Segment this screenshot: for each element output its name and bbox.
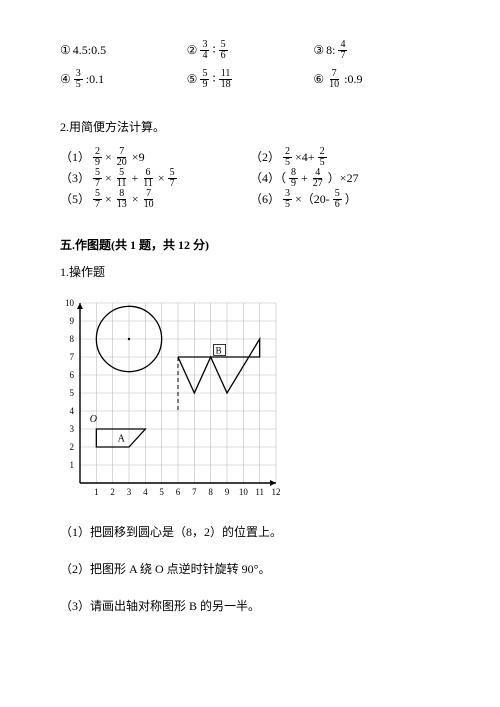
grid-svg: 12345678910111212345678910AOB [60, 299, 280, 499]
fraction: 7 10 [327, 69, 341, 90]
section2-title: 2.用简便方法计算。 [60, 118, 440, 137]
expr-text: 8: [326, 41, 335, 60]
problem-3: （3） 57 × 511 + 611 × 57 [60, 168, 250, 189]
fraction: 5 9 [200, 69, 209, 90]
grid-figure: 12345678910111212345678910AOB [60, 299, 440, 505]
problem-1: （1） 29 × 720 ×9 [60, 147, 250, 168]
svg-text:11: 11 [255, 487, 264, 497]
problem-row: （3） 57 × 511 + 611 × 57 （4）（ 89 + 427 ）×… [60, 168, 440, 189]
sub-question-2: （2）把图形 A 绕 O 点逆时针旋转 90°。 [60, 560, 440, 579]
svg-text:9: 9 [70, 316, 75, 326]
sub-question-1: （1）把圆移到圆心是（8，2）的位置上。 [60, 523, 440, 542]
ratio-row-2: ④ 3 5 :0.1 ⑤ 5 9 ∶ 11 18 ⑥ 7 10 [60, 69, 440, 90]
svg-text:4: 4 [143, 487, 148, 497]
svg-text:6: 6 [176, 487, 181, 497]
item-number: ③ [313, 41, 324, 60]
svg-text:O: O [90, 413, 97, 424]
svg-text:7: 7 [192, 487, 197, 497]
svg-text:6: 6 [70, 370, 75, 380]
item-number: ④ [60, 70, 71, 89]
svg-text:B: B [216, 345, 222, 355]
svg-text:1: 1 [70, 460, 75, 470]
svg-text:10: 10 [239, 487, 249, 497]
colon: ∶ [212, 41, 215, 60]
ratio-item-5: ⑤ 5 9 ∶ 11 18 [187, 69, 314, 90]
svg-text:2: 2 [70, 442, 75, 452]
svg-text:A: A [118, 433, 126, 444]
svg-text:2: 2 [110, 487, 115, 497]
expr-text: :0.9 [344, 70, 362, 89]
page: ① 4.5:0.5 ② 3 4 ∶ 5 6 ③ 8: 4 7 ④ [0, 0, 500, 654]
ratio-item-6: ⑥ 7 10 :0.9 [313, 69, 440, 90]
ratio-item-3: ③ 8: 4 7 [313, 40, 440, 61]
svg-text:1: 1 [94, 487, 99, 497]
problem-2: （2） 25 ×4+ 25 [250, 147, 440, 168]
item-number: ① [60, 41, 71, 60]
item-number: ⑥ [313, 70, 324, 89]
item-number: ⑤ [187, 70, 198, 89]
section5-q1: 1.操作题 [60, 263, 440, 282]
svg-text:12: 12 [272, 487, 281, 497]
colon: ∶ [212, 70, 215, 89]
problem-row: （1） 29 × 720 ×9 （2） 25 ×4+ 25 [60, 147, 440, 168]
problem-row: （5） 57 × 813 × 710 （6） 35 ×（20- 56 ） [60, 189, 440, 210]
ratio-row-1: ① 4.5:0.5 ② 3 4 ∶ 5 6 ③ 8: 4 7 [60, 40, 440, 61]
sub-question-3: （3）请画出轴对称图形 B 的另一半。 [60, 597, 440, 616]
svg-text:5: 5 [70, 388, 75, 398]
svg-text:3: 3 [127, 487, 132, 497]
fraction: 5 6 [219, 40, 228, 61]
ratio-item-2: ② 3 4 ∶ 5 6 [187, 40, 314, 61]
ratio-item-4: ④ 3 5 :0.1 [60, 69, 187, 90]
fraction: 3 5 [74, 69, 83, 90]
problem-6: （6） 35 ×（20- 56 ） [250, 189, 440, 210]
fraction: 11 18 [219, 69, 233, 90]
expr-text: 4.5:0.5 [73, 41, 106, 60]
item-number: ② [187, 41, 198, 60]
svg-text:3: 3 [70, 424, 75, 434]
svg-text:4: 4 [70, 406, 75, 416]
problem-4: （4）（ 89 + 427 ）×27 [250, 168, 440, 189]
svg-text:9: 9 [225, 487, 230, 497]
fraction: 4 7 [338, 40, 347, 61]
expr-text: :0.1 [86, 70, 104, 89]
svg-text:8: 8 [70, 334, 75, 344]
section5-heading: 五.作图题(共 1 题，共 12 分) [60, 236, 440, 255]
svg-text:10: 10 [65, 299, 75, 308]
svg-text:5: 5 [159, 487, 164, 497]
svg-text:8: 8 [208, 487, 213, 497]
problem-5: （5） 57 × 813 × 710 [60, 189, 250, 210]
ratio-item-1: ① 4.5:0.5 [60, 40, 187, 61]
fraction: 3 4 [200, 40, 209, 61]
svg-text:7: 7 [70, 352, 75, 362]
